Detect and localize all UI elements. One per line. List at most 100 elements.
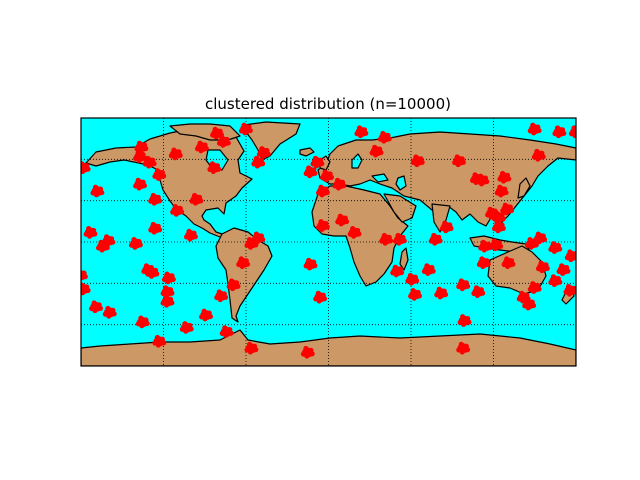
- point: [500, 208, 506, 214]
- point-cluster: [320, 169, 334, 183]
- point: [203, 145, 209, 152]
- point: [306, 165, 312, 171]
- point: [244, 242, 250, 248]
- point: [557, 279, 563, 285]
- point: [392, 264, 398, 270]
- point: [320, 175, 326, 181]
- point-cluster: [101, 234, 116, 248]
- point: [83, 231, 89, 237]
- point: [170, 209, 176, 215]
- point: [324, 224, 330, 230]
- point-cluster: [148, 221, 163, 235]
- point: [238, 128, 245, 134]
- point: [356, 231, 362, 237]
- point: [508, 207, 515, 214]
- landmass-japan: [517, 177, 531, 199]
- point-cluster: [310, 155, 325, 169]
- point-cluster: [102, 305, 117, 319]
- point-cluster: [216, 135, 231, 148]
- point-cluster: [563, 283, 576, 297]
- point: [259, 146, 265, 152]
- point: [318, 219, 324, 225]
- point: [527, 237, 533, 243]
- point: [534, 148, 540, 155]
- point-cluster: [179, 321, 194, 334]
- point: [442, 291, 449, 298]
- point: [303, 345, 309, 352]
- point: [260, 161, 266, 167]
- point-cluster: [491, 210, 506, 224]
- point: [550, 274, 557, 280]
- point: [350, 226, 356, 232]
- point: [343, 218, 350, 225]
- point-cluster: [189, 192, 204, 206]
- scatter-points: [81, 122, 576, 359]
- point: [148, 227, 154, 233]
- point: [421, 268, 428, 274]
- map-area: [81, 118, 576, 366]
- point: [170, 276, 176, 282]
- point: [303, 263, 309, 269]
- point-cluster: [456, 278, 471, 292]
- point: [466, 319, 472, 325]
- point: [407, 272, 414, 279]
- point: [300, 351, 307, 357]
- point: [410, 288, 416, 294]
- point: [85, 287, 91, 293]
- point-cluster: [141, 263, 156, 276]
- landmass-greenland: [243, 121, 301, 161]
- point: [156, 198, 163, 204]
- point-cluster: [313, 290, 328, 304]
- point-cluster: [303, 165, 318, 179]
- point: [247, 127, 253, 134]
- point: [378, 150, 384, 156]
- point: [92, 184, 99, 190]
- point: [405, 278, 411, 284]
- point: [538, 260, 544, 266]
- point: [192, 234, 198, 240]
- point: [416, 293, 422, 299]
- point: [312, 155, 319, 161]
- point-cluster: [207, 161, 222, 174]
- point: [530, 122, 536, 128]
- point: [142, 161, 148, 167]
- point: [500, 216, 506, 222]
- point: [128, 242, 135, 248]
- point-cluster: [183, 228, 198, 242]
- point: [442, 220, 448, 226]
- point: [135, 150, 141, 156]
- point: [171, 147, 177, 153]
- point-cluster: [531, 148, 546, 162]
- point: [216, 140, 223, 146]
- point: [531, 154, 538, 160]
- point-cluster: [476, 256, 491, 270]
- point: [548, 279, 554, 286]
- point: [251, 237, 257, 243]
- point: [503, 189, 509, 196]
- point: [491, 238, 497, 244]
- point: [380, 130, 386, 137]
- point-cluster: [238, 122, 253, 136]
- point: [133, 183, 139, 189]
- point: [536, 127, 542, 134]
- point-cluster: [135, 315, 150, 329]
- point-cluster: [300, 345, 315, 359]
- point: [145, 155, 151, 161]
- point: [390, 270, 396, 276]
- point: [99, 189, 105, 196]
- point: [168, 153, 175, 159]
- point: [163, 294, 169, 301]
- point: [212, 126, 218, 132]
- point-cluster: [89, 300, 103, 314]
- point: [552, 131, 558, 137]
- point: [567, 249, 573, 255]
- point: [328, 174, 334, 181]
- point: [527, 128, 533, 134]
- point-cluster: [527, 122, 542, 136]
- point-cluster: [533, 231, 548, 245]
- point: [226, 283, 232, 290]
- point: [219, 135, 225, 141]
- point: [164, 271, 170, 277]
- point-cluster: [548, 241, 563, 254]
- point: [222, 294, 229, 300]
